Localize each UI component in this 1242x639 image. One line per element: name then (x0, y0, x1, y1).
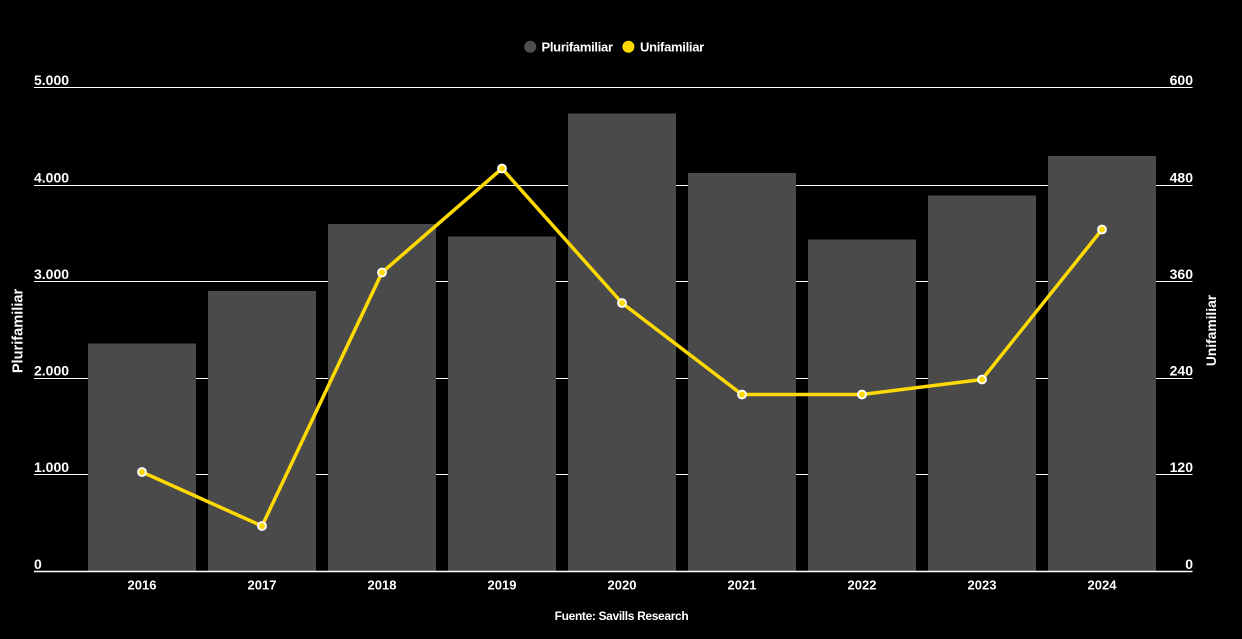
svg-text:Unifamiliar: Unifamiliar (640, 39, 704, 54)
svg-text:600: 600 (1170, 72, 1194, 88)
svg-text:Plurifamiliar: Plurifamiliar (11, 289, 27, 374)
svg-text:2017: 2017 (248, 577, 277, 592)
svg-text:2020: 2020 (608, 577, 637, 592)
svg-text:3.000: 3.000 (34, 266, 69, 282)
svg-text:480: 480 (1170, 170, 1194, 186)
svg-text:Plurifamiliar: Plurifamiliar (542, 39, 613, 54)
svg-text:360: 360 (1170, 266, 1194, 282)
svg-text:2024: 2024 (1088, 577, 1118, 592)
svg-text:4.000: 4.000 (34, 170, 69, 186)
svg-text:2.000: 2.000 (34, 363, 69, 379)
svg-text:2019: 2019 (488, 577, 517, 592)
svg-text:120: 120 (1170, 459, 1194, 475)
svg-text:2018: 2018 (368, 577, 397, 592)
svg-text:2021: 2021 (728, 577, 757, 592)
svg-text:2016: 2016 (128, 577, 157, 592)
svg-text:0: 0 (34, 556, 42, 572)
svg-text:2022: 2022 (848, 577, 877, 592)
svg-text:1.000: 1.000 (34, 459, 69, 475)
svg-text:5.000: 5.000 (34, 72, 69, 88)
svg-text:2023: 2023 (968, 577, 997, 592)
svg-text:240: 240 (1170, 363, 1194, 379)
svg-text:0: 0 (1185, 556, 1193, 572)
svg-text:Fuente: Savills Research: Fuente: Savills Research (555, 609, 689, 623)
svg-text:Unifamiliar: Unifamiliar (1204, 294, 1219, 366)
